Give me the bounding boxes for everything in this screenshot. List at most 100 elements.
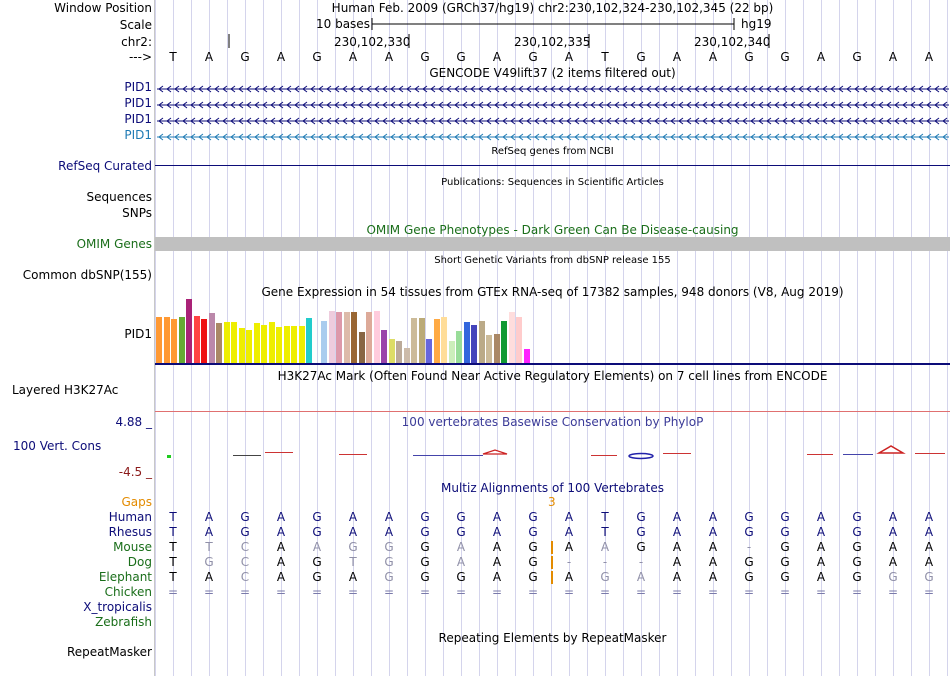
multiz-base: G bbox=[528, 540, 538, 554]
multiz-base: A bbox=[276, 525, 286, 539]
gtex-expression-chart[interactable] bbox=[155, 299, 535, 363]
gtex-tissue-bar[interactable] bbox=[343, 312, 350, 363]
gtex-tissue-bar[interactable] bbox=[261, 325, 267, 363]
phylop-label[interactable]: 100 Vert. Cons bbox=[13, 439, 102, 453]
gtex-tissue-bar[interactable] bbox=[223, 322, 230, 363]
gtex-tissue-bar[interactable] bbox=[418, 318, 425, 363]
gtex-tissue-bar[interactable] bbox=[328, 311, 335, 363]
gencode-gene-label[interactable]: PID1 bbox=[124, 112, 152, 126]
gtex-tissue-bar[interactable] bbox=[268, 322, 275, 363]
gencode-gene-feature[interactable] bbox=[157, 101, 949, 109]
gencode-gene-feature[interactable] bbox=[157, 85, 949, 93]
gtex-tissue-bar[interactable] bbox=[516, 317, 522, 363]
gtex-tissue-bar[interactable] bbox=[201, 319, 207, 363]
gtex-tissue-bar[interactable] bbox=[358, 332, 365, 363]
gtex-tissue-bar[interactable] bbox=[253, 323, 260, 363]
multiz-base: A bbox=[564, 525, 574, 539]
gtex-tissue-bar[interactable] bbox=[216, 323, 222, 363]
multiz-base: G bbox=[852, 510, 862, 524]
multiz-base: G bbox=[312, 570, 322, 584]
gtex-tissue-bar[interactable] bbox=[351, 312, 357, 363]
multiz-species-label[interactable]: Chicken bbox=[104, 585, 152, 599]
gaps-label: Gaps bbox=[121, 495, 152, 509]
multiz-base: A bbox=[492, 555, 502, 569]
gtex-tissue-bar[interactable] bbox=[426, 339, 432, 363]
multiz-base: A bbox=[564, 570, 574, 584]
gtex-tissue-bar[interactable] bbox=[448, 341, 455, 363]
multiz-species-label[interactable]: Elephant bbox=[98, 570, 152, 584]
gtex-tissue-bar[interactable] bbox=[208, 313, 215, 363]
gtex-tissue-bar[interactable] bbox=[231, 322, 237, 363]
grid-line bbox=[407, 0, 408, 676]
repeatmasker-label[interactable]: RepeatMasker bbox=[66, 645, 152, 659]
gencode-gene-label[interactable]: PID1 bbox=[124, 128, 152, 142]
gtex-tissue-bar[interactable] bbox=[298, 326, 305, 363]
multiz-base: A bbox=[708, 525, 718, 539]
multiz-base: G bbox=[780, 510, 790, 524]
gtex-tissue-bar[interactable] bbox=[441, 317, 447, 363]
gtex-label[interactable]: PID1 bbox=[124, 327, 152, 341]
multiz-species-label[interactable]: X_tropicalis bbox=[83, 600, 152, 614]
base-letter: G bbox=[852, 50, 862, 64]
gtex-tissue-bar[interactable] bbox=[433, 319, 440, 363]
gtex-tissue-bar[interactable] bbox=[291, 326, 297, 363]
gtex-tissue-bar[interactable] bbox=[396, 341, 402, 363]
gencode-gene-label[interactable]: PID1 bbox=[124, 80, 152, 94]
gtex-tissue-bar[interactable] bbox=[508, 312, 515, 363]
refseq-gene-line[interactable] bbox=[155, 165, 950, 166]
gtex-tissue-bar[interactable] bbox=[388, 339, 395, 363]
gencode-gene-feature[interactable] bbox=[157, 117, 949, 125]
gtex-tissue-bar[interactable] bbox=[171, 319, 177, 363]
gtex-tissue-bar[interactable] bbox=[478, 321, 485, 363]
multiz-species-label[interactable]: Rhesus bbox=[108, 525, 152, 539]
multiz-base: A bbox=[276, 510, 286, 524]
gtex-tissue-bar[interactable] bbox=[163, 317, 170, 363]
gtex-tissue-bar[interactable] bbox=[336, 312, 342, 363]
gtex-tissue-bar[interactable] bbox=[366, 312, 372, 363]
gtex-tissue-bar[interactable] bbox=[193, 316, 200, 363]
gtex-tissue-bar[interactable] bbox=[321, 321, 327, 363]
gtex-tissue-bar[interactable] bbox=[523, 349, 530, 363]
gtex-tissue-bar[interactable] bbox=[238, 328, 245, 363]
gtex-tissue-bar[interactable] bbox=[276, 327, 282, 363]
coord-tick-label: 230,102,335 bbox=[514, 35, 591, 49]
multiz-species-label[interactable]: Human bbox=[108, 510, 152, 524]
omim-label[interactable]: OMIM Genes bbox=[76, 237, 152, 251]
sequences-label[interactable]: Sequences bbox=[86, 190, 152, 204]
multiz-species-label[interactable]: Dog bbox=[127, 555, 152, 569]
grid-line bbox=[911, 0, 912, 676]
gtex-tissue-bar[interactable] bbox=[471, 325, 477, 363]
gtex-tissue-bar[interactable] bbox=[156, 317, 162, 363]
gencode-gene-label[interactable]: PID1 bbox=[124, 96, 152, 110]
gtex-tissue-bar[interactable] bbox=[463, 322, 470, 363]
multiz-base: = bbox=[311, 585, 323, 599]
gtex-tissue-bar[interactable] bbox=[456, 331, 462, 363]
gtex-tissue-bar[interactable] bbox=[493, 334, 500, 363]
gtex-tissue-bar[interactable] bbox=[186, 299, 192, 363]
gtex-tissue-bar[interactable] bbox=[411, 318, 417, 363]
base-letter: T bbox=[601, 50, 609, 64]
refseq-label[interactable]: RefSeq Curated bbox=[58, 159, 152, 173]
gtex-tissue-bar[interactable] bbox=[381, 330, 387, 363]
gtex-tissue-bar[interactable] bbox=[283, 326, 290, 363]
gtex-tissue-bar[interactable] bbox=[178, 317, 185, 363]
h3k27ac-label[interactable]: Layered H3K27Ac bbox=[12, 383, 119, 397]
gtex-tissue-bar[interactable] bbox=[306, 318, 312, 363]
multiz-base: A bbox=[600, 540, 610, 554]
gtex-tissue-bar[interactable] bbox=[246, 330, 252, 363]
multiz-species-label[interactable]: Zebrafish bbox=[95, 615, 152, 629]
multiz-species-label[interactable]: Mouse bbox=[113, 540, 152, 554]
omim-gene-bar[interactable] bbox=[155, 237, 950, 251]
multiz-base: G bbox=[528, 510, 538, 524]
grid-line bbox=[857, 0, 858, 676]
grid-line bbox=[155, 0, 156, 676]
gtex-tissue-bar[interactable] bbox=[373, 311, 380, 363]
base-letter: A bbox=[888, 50, 898, 64]
gtex-title: Gene Expression in 54 tissues from GTEx … bbox=[261, 285, 844, 299]
dbsnp-label[interactable]: Common dbSNP(155) bbox=[22, 268, 152, 282]
gtex-tissue-bar[interactable] bbox=[403, 348, 410, 363]
gtex-tissue-bar[interactable] bbox=[501, 321, 507, 363]
gencode-gene-feature[interactable] bbox=[157, 133, 949, 141]
gtex-tissue-bar[interactable] bbox=[486, 335, 492, 363]
snps-label[interactable]: SNPs bbox=[122, 206, 152, 220]
